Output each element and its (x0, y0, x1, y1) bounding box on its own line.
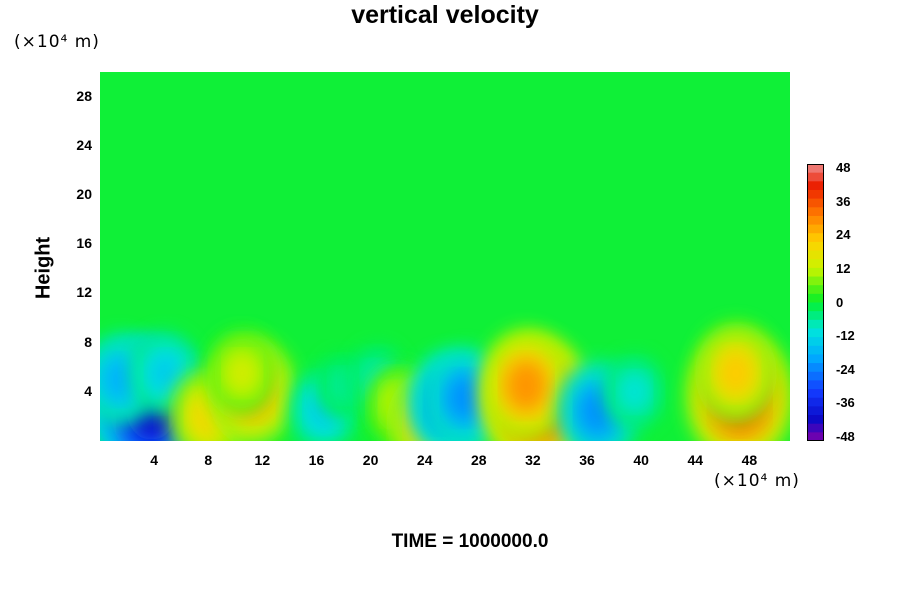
colorbar-tick-label: 24 (836, 227, 851, 243)
colorbar-band (807, 345, 824, 355)
y-axis-unit: (×10⁴ m) (14, 32, 100, 52)
x-tick-label: 44 (687, 452, 704, 468)
colorbar-band (807, 302, 824, 312)
y-axis-label: Height (32, 236, 55, 300)
heatmap-cell (505, 360, 547, 411)
y-tick-label: 24 (76, 136, 92, 153)
colorbar-band (807, 432, 824, 442)
x-tick-label: 28 (471, 452, 487, 468)
heatmap-cell (103, 359, 137, 400)
colorbar-band (807, 397, 824, 407)
colorbar-band (807, 293, 824, 303)
x-tick-label: 40 (633, 452, 649, 468)
y-tick-label: 16 (76, 235, 92, 252)
colorbar-band (807, 241, 824, 252)
y-tick-label: 28 (76, 87, 92, 104)
x-tick-label: 12 (254, 452, 271, 468)
colorbar (807, 164, 824, 442)
colorbar-tick-label: 48 (836, 160, 851, 175)
colorbar-band (807, 224, 824, 234)
colorbar-band (807, 363, 824, 373)
x-axis-unit: (×10⁴ m) (714, 471, 800, 491)
heatmap-cell (717, 350, 755, 396)
x-tick-label: 36 (579, 452, 595, 468)
colorbar-tick-label: -12 (836, 328, 855, 344)
colorbar-band (807, 371, 824, 381)
colorbar-band (807, 164, 824, 174)
x-tick-label: 48 (741, 452, 758, 468)
colorbar-band (807, 423, 824, 433)
colorbar-tick-label: -36 (836, 395, 855, 411)
x-tick-label: 4 (150, 452, 158, 468)
colorbar-band (807, 406, 824, 416)
colorbar-band (807, 172, 824, 182)
colorbar-tick-label: 36 (836, 193, 851, 209)
heatmap-cell (227, 354, 258, 392)
colorbar-band (807, 276, 824, 286)
colorbar-band (807, 250, 824, 260)
colorbar-band (807, 380, 824, 390)
colorbar-band (807, 207, 824, 217)
x-tick-label: 16 (308, 452, 325, 468)
colorbar-band (807, 198, 824, 208)
heatmap-cell (620, 375, 648, 409)
colorbar-band (807, 285, 824, 295)
colorbar-svg (807, 164, 824, 442)
colorbar-band (807, 181, 824, 191)
x-tick-label: 20 (362, 452, 379, 468)
colorbar-band (807, 337, 824, 347)
colorbar-band (807, 415, 824, 425)
colorbar-tick-label: -48 (836, 429, 855, 444)
colorbar-band (807, 189, 824, 200)
plot-area (100, 72, 790, 441)
chart-title: vertical velocity (351, 1, 539, 29)
colorbar-band (807, 259, 824, 269)
heatmap-svg (100, 72, 790, 441)
colorbar-band (807, 215, 824, 226)
colorbar-tick-label: 12 (836, 260, 851, 276)
y-tick-label: 8 (84, 333, 92, 350)
time-label: TIME = 1000000.0 (391, 531, 549, 552)
x-tick-label: 8 (204, 452, 213, 468)
colorbar-frame (807, 164, 824, 441)
colorbar-tick-label: 0 (836, 294, 844, 310)
colorbar-band (807, 328, 824, 338)
colorbar-band (807, 233, 824, 243)
x-tick-label: 24 (416, 452, 433, 468)
x-tick-label: 32 (525, 452, 541, 468)
heatmap-cell (447, 375, 484, 421)
y-tick-label: 4 (84, 382, 92, 399)
colorbar-band (807, 319, 824, 329)
colorbar-band (807, 267, 824, 278)
colorbar-band (807, 389, 824, 399)
heatmap-cell (149, 354, 180, 392)
colorbar-tick-label: -24 (836, 361, 855, 377)
colorbar-band (807, 311, 824, 321)
y-tick-label: 12 (76, 284, 92, 301)
y-tick-label: 20 (76, 186, 92, 202)
colorbar-band (807, 354, 824, 364)
heatmap-features (100, 322, 790, 441)
